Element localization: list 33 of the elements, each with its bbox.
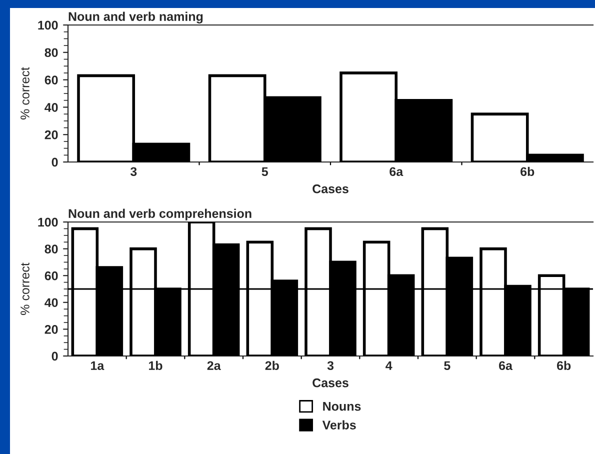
x-tick-label: 5 — [444, 361, 450, 370]
x-axis-title: Cases — [312, 378, 348, 388]
x-tick-label: 4 — [386, 361, 392, 370]
x-tick-label: 6b — [556, 360, 571, 370]
x-tick-label: 3 — [130, 167, 137, 176]
x-tick-label: 1a — [91, 361, 104, 370]
y-tick-label: 40 — [44, 103, 58, 112]
legend-label: Verbs — [322, 420, 356, 430]
legend-label: Nouns — [323, 402, 361, 411]
y-axis-title: % correct — [20, 67, 30, 120]
y-tick-label: 20 — [44, 325, 58, 334]
x-tick-label: 5 — [262, 167, 268, 176]
x-tick-label: 2a — [207, 361, 221, 370]
y-tick-label: 0 — [52, 352, 58, 361]
y-tick-label: 80 — [44, 244, 58, 254]
chart-title: Noun and verb naming — [68, 12, 203, 24]
y-tick-label: 80 — [44, 48, 58, 58]
y-tick-label: 100 — [38, 218, 58, 227]
x-tick-label: 1b — [148, 360, 162, 370]
y-tick-label: 60 — [44, 271, 58, 280]
x-axis-title: Cases — [312, 184, 348, 194]
x-tick-label: 2b — [265, 360, 279, 370]
y-tick-label: 60 — [44, 76, 58, 84]
y-tick-label: 0 — [52, 158, 58, 167]
x-tick-label: 6a — [390, 167, 404, 176]
x-tick-label: 6a — [499, 361, 513, 370]
y-axis-title: % correct — [20, 262, 30, 315]
x-tick-label: 6b — [520, 166, 534, 176]
y-tick-label: 100 — [38, 20, 58, 30]
x-tick-label: 3 — [327, 361, 334, 370]
y-tick-label: 40 — [44, 298, 58, 308]
y-tick-label: 20 — [44, 130, 58, 140]
chart-title: Noun and verb comprehension — [68, 208, 252, 220]
